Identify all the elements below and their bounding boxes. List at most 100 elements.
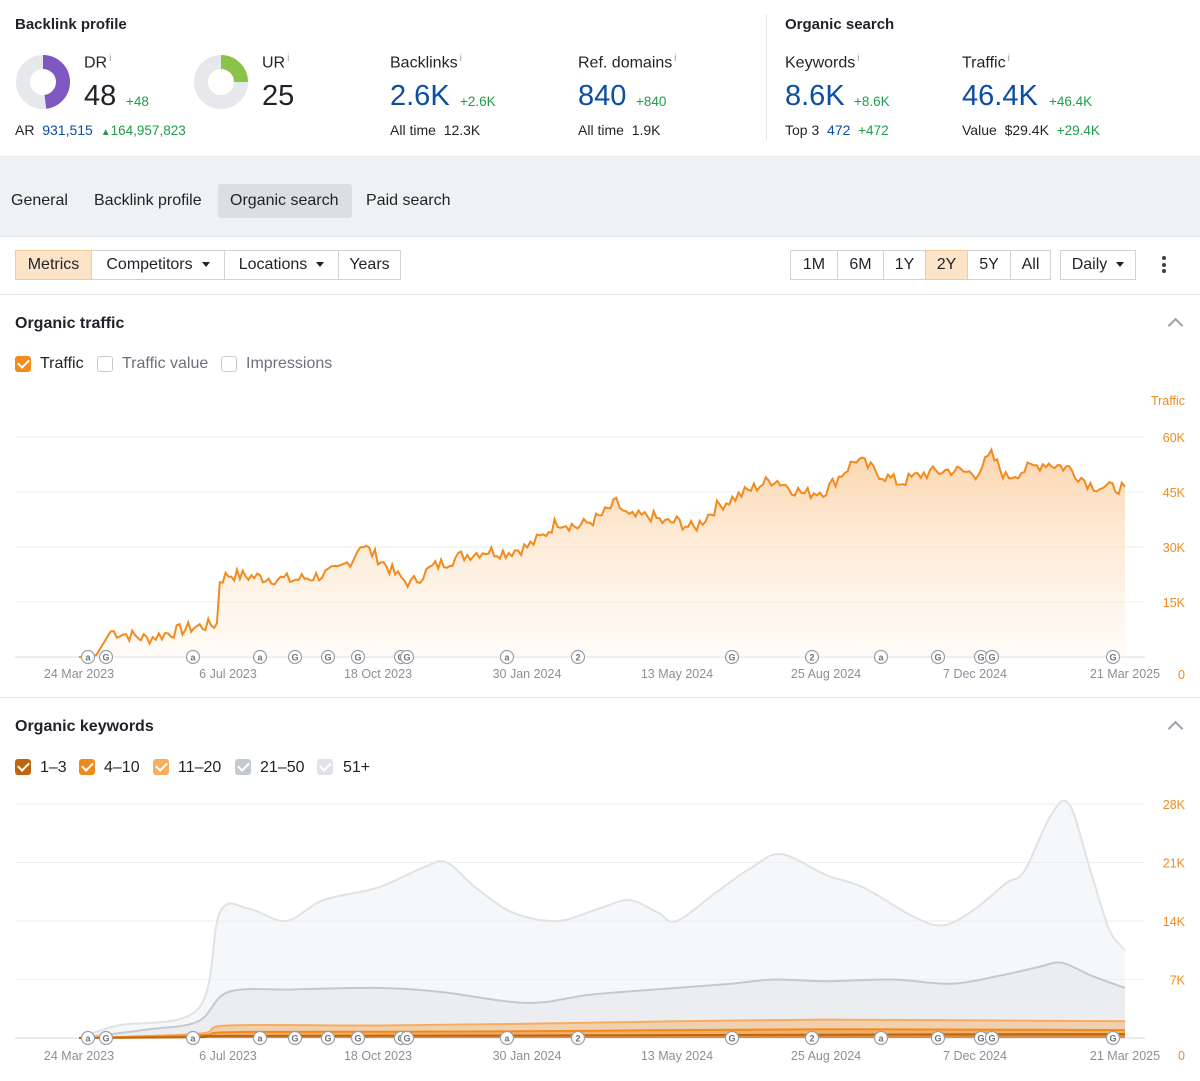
pos-21-50-label[interactable]: 21–50 bbox=[260, 759, 305, 776]
info-icon[interactable]: i bbox=[287, 53, 290, 64]
annotation-marker-icon[interactable]: a bbox=[499, 1030, 515, 1046]
svg-text:a: a bbox=[190, 1034, 196, 1044]
y-tick-label: 15K bbox=[1163, 596, 1186, 610]
pos-21-50-checkbox[interactable] bbox=[235, 759, 251, 775]
traffic-delta: +46.4K bbox=[1049, 94, 1093, 109]
keywords-value[interactable]: 8.6K bbox=[785, 80, 845, 112]
summary-header: Backlink profile DR i 48 +48 UR i 25 AR 93… bbox=[0, 0, 1200, 157]
svg-text:2: 2 bbox=[809, 653, 814, 663]
annotation-marker-icon[interactable]: 2 bbox=[570, 649, 586, 665]
info-icon[interactable]: i bbox=[674, 53, 677, 64]
traffic-checkbox[interactable] bbox=[15, 356, 31, 372]
range-2y-button[interactable]: 2Y bbox=[925, 250, 968, 280]
annotation-marker-icon[interactable]: a bbox=[80, 649, 96, 665]
organic-keywords-title: Organic keywords bbox=[15, 718, 154, 735]
backlink-profile-title: Backlink profile bbox=[15, 16, 127, 33]
annotation-marker-icon[interactable]: a bbox=[252, 1030, 268, 1046]
ref-domains-label[interactable]: Ref. domains i bbox=[578, 53, 677, 72]
info-icon[interactable]: i bbox=[459, 53, 462, 64]
annotation-marker-icon[interactable]: G bbox=[724, 1030, 740, 1046]
svg-text:a: a bbox=[878, 1034, 884, 1044]
annotation-marker-icon[interactable]: a bbox=[80, 1030, 96, 1046]
tab-paid-search[interactable]: Paid search bbox=[366, 192, 451, 209]
annotation-marker-icon[interactable]: 2 bbox=[804, 1030, 820, 1046]
annotation-marker-icon[interactable]: a bbox=[873, 649, 889, 665]
keywords-label[interactable]: Keywords i bbox=[785, 53, 860, 72]
annotation-marker-icon[interactable]: G bbox=[930, 1030, 946, 1046]
info-icon[interactable]: i bbox=[109, 53, 112, 64]
annotation-marker-icon[interactable]: G bbox=[98, 1030, 114, 1046]
x-tick-label: 18 Oct 2023 bbox=[344, 667, 412, 681]
range-1y-button[interactable]: 1Y bbox=[883, 250, 926, 280]
ar-value[interactable]: 931,515 bbox=[42, 122, 93, 138]
organic-traffic-chart: 0 15K 30K 45K 60K 24 Mar 2023 6 Jul 2023 18 Oct… bbox=[15, 394, 1186, 682]
pos-1-3-checkbox[interactable] bbox=[15, 759, 31, 775]
annotation-marker-icon[interactable]: a bbox=[185, 649, 201, 665]
more-options-icon[interactable] bbox=[1162, 256, 1167, 276]
collapse-chevron-icon[interactable] bbox=[1167, 720, 1184, 737]
annotation-marker-icon[interactable]: G bbox=[1105, 649, 1121, 665]
x-tick-label: 13 May 2024 bbox=[641, 1049, 713, 1063]
divider bbox=[0, 697, 1200, 698]
collapse-chevron-icon[interactable] bbox=[1167, 317, 1184, 334]
annotation-marker-icon[interactable]: G bbox=[98, 649, 114, 665]
annotation-marker-icon[interactable]: a bbox=[499, 649, 515, 665]
locations-dropdown[interactable]: Locations bbox=[224, 250, 339, 280]
metrics-button[interactable]: Metrics bbox=[15, 250, 92, 280]
annotation-marker-icon[interactable]: a bbox=[873, 1030, 889, 1046]
pos-4-10-label[interactable]: 4–10 bbox=[104, 759, 140, 776]
annotation-marker-icon[interactable]: G bbox=[984, 649, 1000, 665]
ref-domains-value[interactable]: 840 bbox=[578, 80, 627, 112]
annotation-marker-icon[interactable]: 2 bbox=[570, 1030, 586, 1046]
pos-11-20-label[interactable]: 11–20 bbox=[178, 759, 222, 776]
annotation-marker-icon[interactable]: G bbox=[320, 1030, 336, 1046]
pos-51-plus-label[interactable]: 51+ bbox=[343, 759, 371, 776]
annotation-marker-icon[interactable]: G bbox=[984, 1030, 1000, 1046]
annotation-marker-icon[interactable]: G bbox=[399, 1030, 415, 1046]
backlinks-label[interactable]: Backlinks i bbox=[390, 53, 462, 72]
tab-organic-search[interactable]: Organic search bbox=[218, 184, 352, 218]
competitors-dropdown[interactable]: Competitors bbox=[91, 250, 225, 280]
ar-delta: 164,957,823 bbox=[110, 123, 186, 138]
range-6m-button[interactable]: 6M bbox=[837, 250, 884, 280]
traffic-value[interactable]: 46.4K bbox=[962, 80, 1038, 112]
info-icon[interactable]: i bbox=[857, 53, 860, 64]
pos-11-20-checkbox[interactable] bbox=[153, 759, 169, 775]
dr-label[interactable]: DR i bbox=[84, 53, 112, 72]
interval-dropdown[interactable]: Daily bbox=[1060, 250, 1136, 280]
pos-51-plus-checkbox[interactable] bbox=[317, 759, 333, 775]
impressions-checkbox-label[interactable]: Impressions bbox=[246, 355, 333, 372]
dr-donut bbox=[16, 55, 70, 109]
svg-text:G: G bbox=[102, 1034, 109, 1044]
annotation-marker-icon[interactable]: G bbox=[1105, 1030, 1121, 1046]
tab-general[interactable]: General bbox=[11, 192, 68, 209]
tab-backlink-profile[interactable]: Backlink profile bbox=[94, 192, 202, 209]
keywords-delta: +8.6K bbox=[854, 94, 890, 109]
annotation-marker-icon[interactable]: G bbox=[320, 649, 336, 665]
pos-4-10-checkbox[interactable] bbox=[79, 759, 95, 775]
traffic-value-checkbox-label[interactable]: Traffic value bbox=[122, 355, 209, 372]
impressions-checkbox[interactable] bbox=[221, 356, 237, 372]
traffic-checkbox-label[interactable]: Traffic bbox=[40, 355, 84, 372]
annotation-marker-icon[interactable]: a bbox=[185, 1030, 201, 1046]
range-5y-button[interactable]: 5Y bbox=[967, 250, 1011, 280]
backlinks-value[interactable]: 2.6K bbox=[390, 80, 450, 112]
ur-label[interactable]: UR i bbox=[262, 53, 290, 72]
annotation-marker-icon[interactable]: G bbox=[724, 649, 740, 665]
info-icon[interactable]: i bbox=[1007, 53, 1010, 64]
traffic-area bbox=[79, 449, 1125, 657]
annotation-marker-icon[interactable]: G bbox=[930, 649, 946, 665]
traffic-label[interactable]: Traffic i bbox=[962, 53, 1010, 72]
annotation-marker-icon[interactable]: G bbox=[287, 649, 303, 665]
annotation-marker-icon[interactable]: a bbox=[252, 649, 268, 665]
annotation-marker-icon[interactable]: G bbox=[399, 649, 415, 665]
annotation-marker-icon[interactable]: G bbox=[350, 1030, 366, 1046]
annotation-marker-icon[interactable]: G bbox=[287, 1030, 303, 1046]
range-1m-button[interactable]: 1M bbox=[790, 250, 838, 280]
range-all-button[interactable]: All bbox=[1010, 250, 1051, 280]
annotation-marker-icon[interactable]: 2 bbox=[804, 649, 820, 665]
years-button[interactable]: Years bbox=[338, 250, 401, 280]
traffic-value-checkbox[interactable] bbox=[97, 356, 113, 372]
pos-1-3-label[interactable]: 1–3 bbox=[40, 759, 67, 776]
annotation-marker-icon[interactable]: G bbox=[350, 649, 366, 665]
